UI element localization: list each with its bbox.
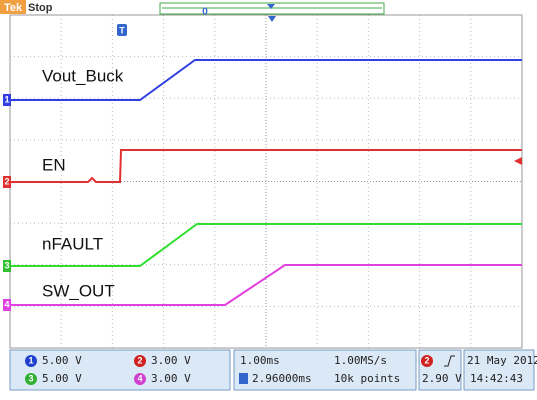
trace-1 (10, 59, 522, 101)
ch-badge-label: 3 (28, 373, 33, 383)
ch-marker (3, 176, 11, 188)
ch-marker-label: 4 (4, 299, 9, 309)
edge-icon (444, 355, 455, 367)
record-window (159, 2, 385, 15)
timebase: 1.00ms (240, 354, 280, 367)
ch-scale: 5.00 V (42, 354, 82, 367)
trigger-level: 2.90 V (422, 372, 462, 385)
trigger-pointer (267, 4, 275, 9)
ch-marker (3, 260, 11, 272)
ch-marker (3, 299, 11, 311)
ch-marker-label: 2 (4, 176, 9, 186)
timebase-panel (233, 349, 417, 391)
ch-badge (134, 355, 146, 367)
ch-badge (25, 355, 37, 367)
trace-label: nFAULT (42, 234, 103, 253)
ch-badge (25, 373, 37, 385)
record-length: 10k points (334, 372, 400, 385)
time: 14:42:43 (470, 372, 523, 385)
trace-4 (10, 264, 522, 306)
ch-badge-label: 2 (137, 355, 142, 365)
trace-3 (10, 223, 522, 267)
delay-icon (239, 373, 248, 384)
ch-badge-label: 1 (28, 355, 33, 365)
trigger-position: 0 (202, 7, 208, 18)
trigger-badge (421, 355, 433, 367)
ch-badge-label: 4 (137, 373, 142, 383)
run-state: Stop (28, 2, 53, 14)
ch-scale: 5.00 V (42, 372, 82, 385)
trace-label: EN (42, 155, 66, 174)
trigger-time-marker (268, 16, 276, 22)
trace-label: SW_OUT (42, 281, 115, 300)
ch-scale: 3.00 V (151, 354, 191, 367)
trace-label: Vout_Buck (42, 66, 124, 85)
trace-2 (10, 149, 522, 183)
ch-badge (134, 373, 146, 385)
delay: 2.96000ms (252, 372, 312, 385)
sample-rate: 1.00MS/s (334, 354, 387, 367)
trigger-badge (117, 24, 127, 36)
brand-badge (0, 0, 26, 14)
date: 21 May 2012 (467, 354, 537, 367)
ch-marker-label: 3 (4, 260, 9, 270)
brand: Tek (4, 2, 23, 14)
trigger-marker: T (119, 25, 125, 35)
channel-panel (9, 349, 231, 391)
trigger-level-marker (514, 157, 522, 165)
ch-marker (3, 94, 11, 106)
ch-marker-label: 1 (4, 94, 9, 104)
clock-panel (463, 349, 535, 391)
trigger-channel: 2 (424, 355, 429, 365)
ch-scale: 3.00 V (151, 372, 191, 385)
